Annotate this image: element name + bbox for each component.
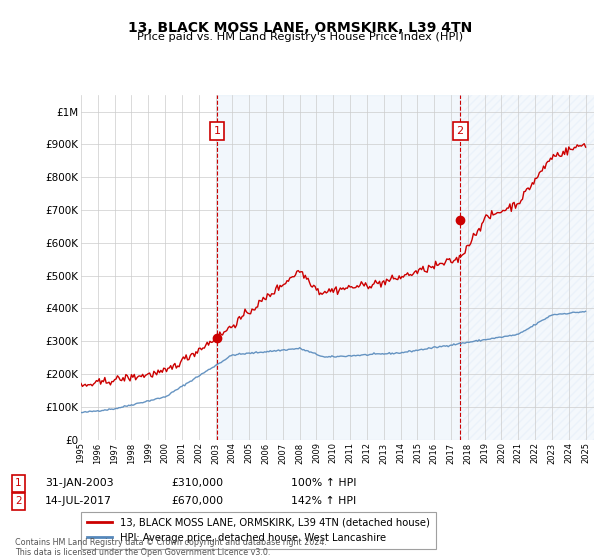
Bar <box>460 95 594 440</box>
Text: 14-JUL-2017: 14-JUL-2017 <box>45 496 112 506</box>
Text: £310,000: £310,000 <box>171 478 223 488</box>
Text: 100% ↑ HPI: 100% ↑ HPI <box>291 478 356 488</box>
Text: 1: 1 <box>15 478 22 488</box>
Text: Price paid vs. HM Land Registry's House Price Index (HPI): Price paid vs. HM Land Registry's House … <box>137 32 463 43</box>
Text: £670,000: £670,000 <box>171 496 223 506</box>
Text: 31-JAN-2003: 31-JAN-2003 <box>45 478 113 488</box>
Text: Contains HM Land Registry data © Crown copyright and database right 2024.
This d: Contains HM Land Registry data © Crown c… <box>15 538 327 557</box>
Legend: 13, BLACK MOSS LANE, ORMSKIRK, L39 4TN (detached house), HPI: Average price, det: 13, BLACK MOSS LANE, ORMSKIRK, L39 4TN (… <box>81 512 436 549</box>
Text: 2: 2 <box>457 127 464 137</box>
Text: 13, BLACK MOSS LANE, ORMSKIRK, L39 4TN: 13, BLACK MOSS LANE, ORMSKIRK, L39 4TN <box>128 21 472 35</box>
Text: 1: 1 <box>214 127 220 137</box>
Text: 142% ↑ HPI: 142% ↑ HPI <box>291 496 356 506</box>
Text: 2: 2 <box>15 496 22 506</box>
Bar <box>217 95 460 440</box>
